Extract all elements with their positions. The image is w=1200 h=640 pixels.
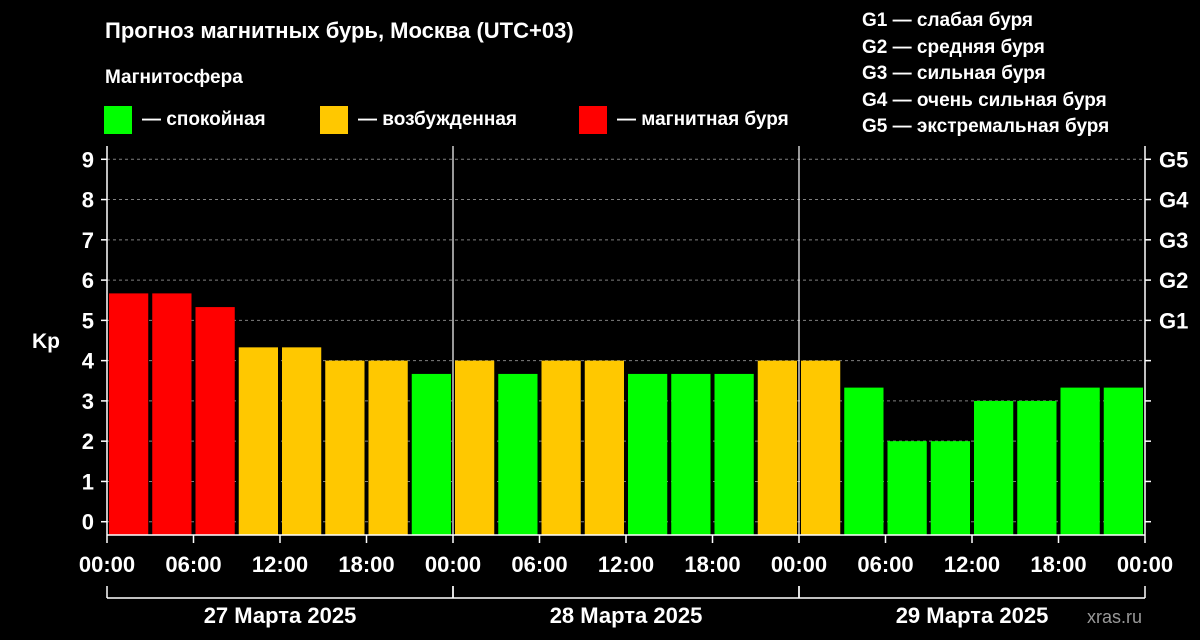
kp-bar-18	[844, 387, 884, 535]
kp-bar-23	[1060, 387, 1100, 535]
y-axis-label: Kp	[32, 330, 60, 353]
chart-title: Прогноз магнитных бурь, Москва (UTC+03)	[105, 18, 574, 43]
legend-subtitle: Магнитосфера	[105, 67, 243, 88]
x-tick-label-1: 06:00	[165, 552, 221, 577]
day-label-3: 29 Марта 2025	[896, 603, 1049, 628]
day-label-2: 28 Марта 2025	[550, 603, 703, 628]
y-tick-label-2: 2	[82, 429, 94, 454]
kp-bar-1	[109, 293, 149, 535]
kp-bar-12	[584, 360, 624, 535]
y-tick-label-9: 9	[82, 147, 94, 172]
kp-bar-15	[714, 373, 754, 535]
y-tick-label-4: 4	[82, 349, 95, 374]
kp-bar-17	[801, 360, 841, 535]
x-tick-label-10: 12:00	[944, 552, 1000, 577]
legend-item-storm: — магнитная буря	[579, 106, 789, 134]
y-tick-label-8: 8	[82, 188, 94, 213]
kp-bar-19	[887, 441, 927, 535]
y-tick-label-0: 0	[82, 510, 94, 535]
y-tick-label-5: 5	[82, 308, 94, 333]
legend-label-storm: — магнитная буря	[617, 109, 789, 130]
legend-swatch-storm	[579, 106, 607, 134]
x-tick-label-3: 18:00	[338, 552, 394, 577]
kp-bar-7	[368, 360, 408, 535]
legend-item-quiet: — спокойная	[104, 106, 266, 134]
x-tick-label-9: 06:00	[857, 552, 913, 577]
source-watermark: xras.ru	[1087, 607, 1143, 627]
kp-bar-6	[325, 360, 365, 535]
g-scale-legend-g5: G5 — экстремальная буря	[862, 116, 1110, 137]
y-tick-label-6: 6	[82, 268, 94, 293]
kp-bar-5	[282, 347, 322, 535]
x-tick-label-4: 00:00	[425, 552, 481, 577]
kp-bar-8	[411, 373, 451, 535]
x-tick-label-11: 18:00	[1030, 552, 1086, 577]
g-level-label-1: G1	[1159, 308, 1188, 333]
kp-bar-4	[238, 347, 278, 535]
g-scale-legend-g1: G1 — слабая буря	[862, 10, 1034, 31]
g-level-label-3: G3	[1159, 228, 1188, 253]
y-tick-label-1: 1	[82, 469, 94, 494]
x-tick-label-2: 12:00	[252, 552, 308, 577]
y-tick-label-7: 7	[82, 228, 94, 253]
g-level-label-4: G4	[1159, 188, 1189, 213]
kp-bar-13	[628, 373, 668, 535]
day-label-1: 27 Марта 2025	[204, 603, 357, 628]
x-tick-label-5: 06:00	[511, 552, 567, 577]
y-tick-label-3: 3	[82, 389, 94, 414]
kp-bar-16	[757, 360, 797, 535]
legend-label-quiet: — спокойная	[142, 109, 266, 130]
kp-bar-20	[930, 441, 970, 535]
kp-bar-10	[498, 373, 538, 535]
g-scale-legend-g2: G2 — средняя буря	[862, 36, 1045, 58]
x-tick-label-8: 00:00	[771, 552, 827, 577]
legend-item-active: — возбужденная	[320, 106, 517, 134]
kp-bar-24	[1103, 387, 1143, 535]
x-tick-label-0: 00:00	[79, 552, 135, 577]
kp-bar-2	[152, 293, 192, 535]
legend-label-active: — возбужденная	[358, 109, 518, 130]
legend-swatch-quiet	[104, 106, 132, 134]
g-level-label-5: G5	[1159, 147, 1188, 172]
x-tick-label-12: 00:00	[1117, 552, 1173, 577]
g-scale-legend-g4: G4 — очень сильная буря	[862, 89, 1107, 111]
kp-bar-11	[541, 360, 581, 535]
kp-bar-21	[974, 400, 1014, 535]
x-tick-label-7: 18:00	[684, 552, 740, 577]
g-scale-legend: G1 — слабая буря G2 — средняя буря G3 — …	[862, 8, 1109, 141]
g-level-label-2: G2	[1159, 268, 1188, 293]
x-tick-label-6: 12:00	[598, 552, 654, 577]
g-scale-legend-g3: G3 — сильная буря	[862, 63, 1046, 84]
kp-bar-22	[1017, 400, 1057, 535]
kp-bar-9	[455, 360, 495, 535]
kp-bar-14	[671, 373, 711, 535]
legend-swatch-active	[320, 106, 348, 134]
kp-bar-3	[195, 307, 235, 535]
